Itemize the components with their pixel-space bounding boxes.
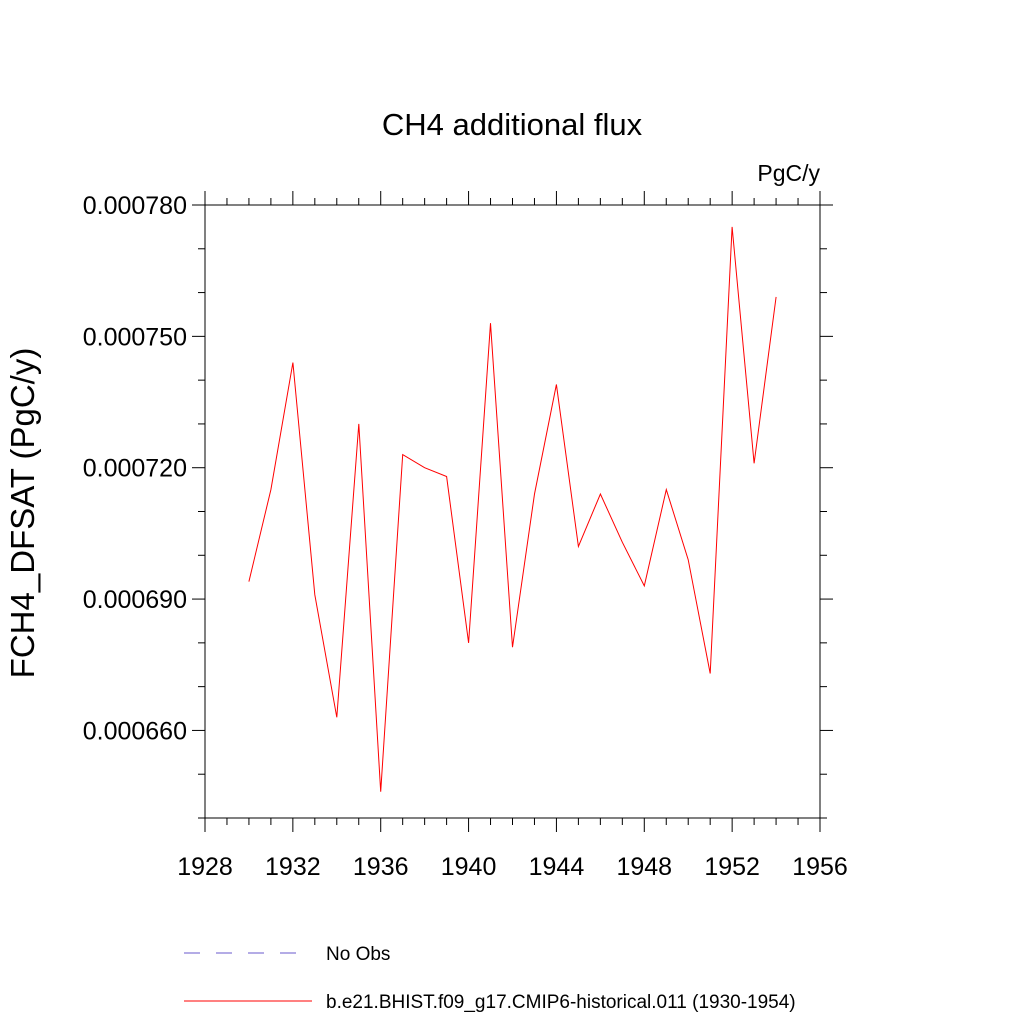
series-line-historical (248, 226, 777, 792)
legend-label: No Obs (326, 944, 390, 965)
legend: No Obs b.e21.BHIST.f09_g17.CMIP6-historic… (184, 944, 796, 1013)
y-tick-label: 0.000750 (83, 323, 187, 351)
units-label: PgC/y (757, 160, 820, 186)
x-tick-label: 1940 (441, 853, 497, 881)
x-tick-label: 1936 (353, 853, 409, 881)
plot-frame (204, 204, 821, 819)
chart-title: CH4 additional flux (382, 107, 643, 142)
x-tick-label: 1932 (265, 853, 321, 881)
x-axis-ticks: 1928 1932 1936 1940 1944 1948 1952 1956 (177, 191, 848, 881)
y-tick-label: 0.000690 (83, 586, 187, 614)
y-tick-label: 0.000660 (83, 717, 187, 745)
x-tick-label: 1956 (792, 853, 848, 881)
y-axis-ticks: 0.000660 0.000690 0.000720 0.000750 0.000780 (83, 192, 833, 819)
x-tick-label: 1928 (177, 853, 233, 881)
y-axis-label: FCH4_DFSAT (PgC/y) (4, 348, 41, 679)
legend-label: b.e21.BHIST.f09_g17.CMIP6-historical.011… (326, 992, 796, 1013)
y-tick-label: 0.000780 (83, 192, 187, 220)
x-tick-label: 1952 (704, 853, 760, 881)
x-tick-label: 1948 (616, 853, 672, 881)
y-tick-label: 0.000720 (83, 455, 187, 483)
x-tick-label: 1944 (529, 853, 585, 881)
